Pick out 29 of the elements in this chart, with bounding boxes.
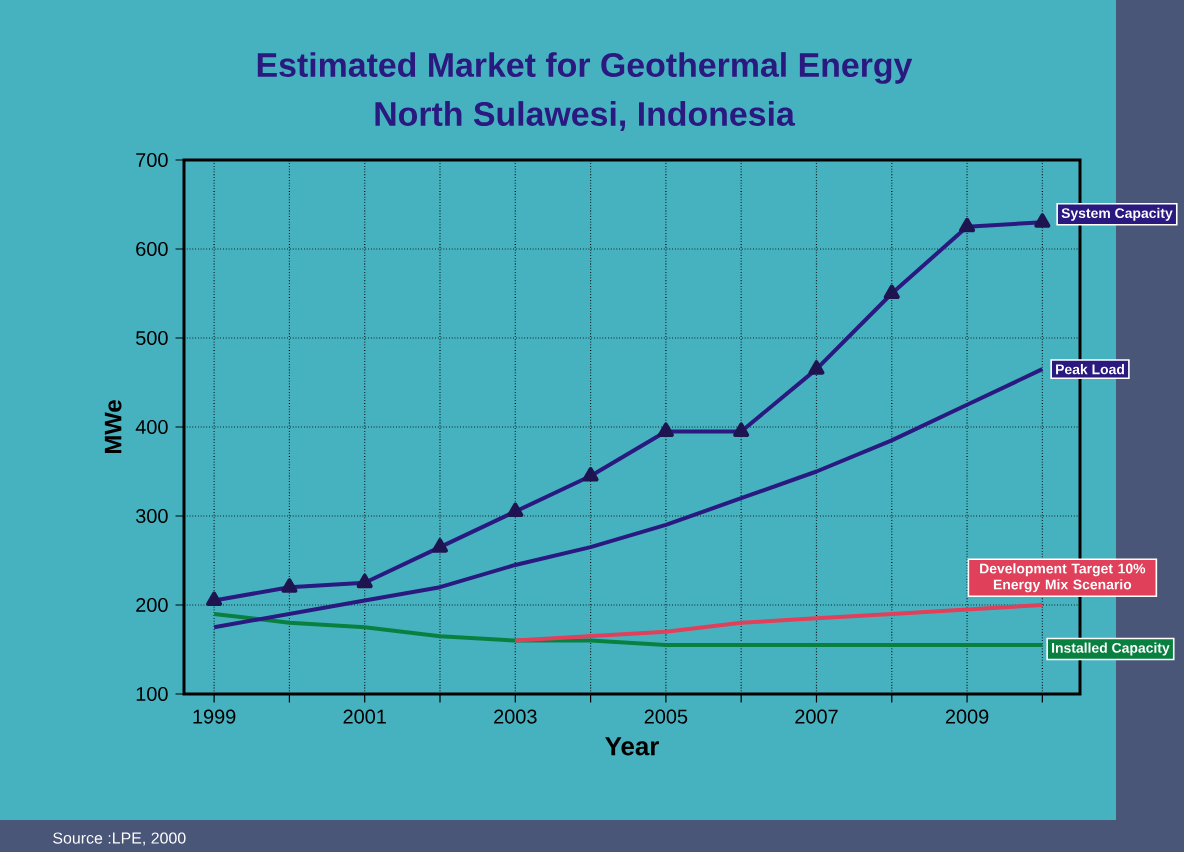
point xyxy=(1034,213,1051,228)
point xyxy=(582,466,599,482)
x-tick-label: 2001 xyxy=(343,709,386,724)
y-axis-title: MWe xyxy=(104,400,122,454)
point xyxy=(959,217,976,233)
y-tick-label: 600 xyxy=(136,241,168,257)
point xyxy=(356,573,373,589)
point xyxy=(507,502,524,518)
chart-subtitle: North Sulawesi, Indonesia xyxy=(375,101,796,131)
x-tick-label: 2009 xyxy=(945,709,989,724)
point xyxy=(657,422,674,437)
x-tick-label: 2003 xyxy=(494,709,537,724)
point xyxy=(431,538,449,553)
y-tick-label: 200 xyxy=(136,597,168,613)
y-tick-label: 700 xyxy=(136,152,168,168)
y-tick-label: 400 xyxy=(135,419,168,435)
y-tick-label: 500 xyxy=(136,330,168,346)
chart-title: Estimated Market for Geothermal Energy xyxy=(257,52,913,84)
point xyxy=(733,422,750,437)
point xyxy=(808,360,825,375)
point xyxy=(883,284,900,299)
y-tick-label: 300 xyxy=(135,508,168,524)
point xyxy=(206,591,223,607)
point xyxy=(281,578,298,593)
x-tick-label: 1999 xyxy=(193,709,236,724)
x-axis-title: Year xyxy=(605,737,659,756)
x-tick-label: 2005 xyxy=(644,709,688,724)
x-tick-label: 2007 xyxy=(795,709,838,724)
y-tick-label: 100 xyxy=(136,686,168,702)
